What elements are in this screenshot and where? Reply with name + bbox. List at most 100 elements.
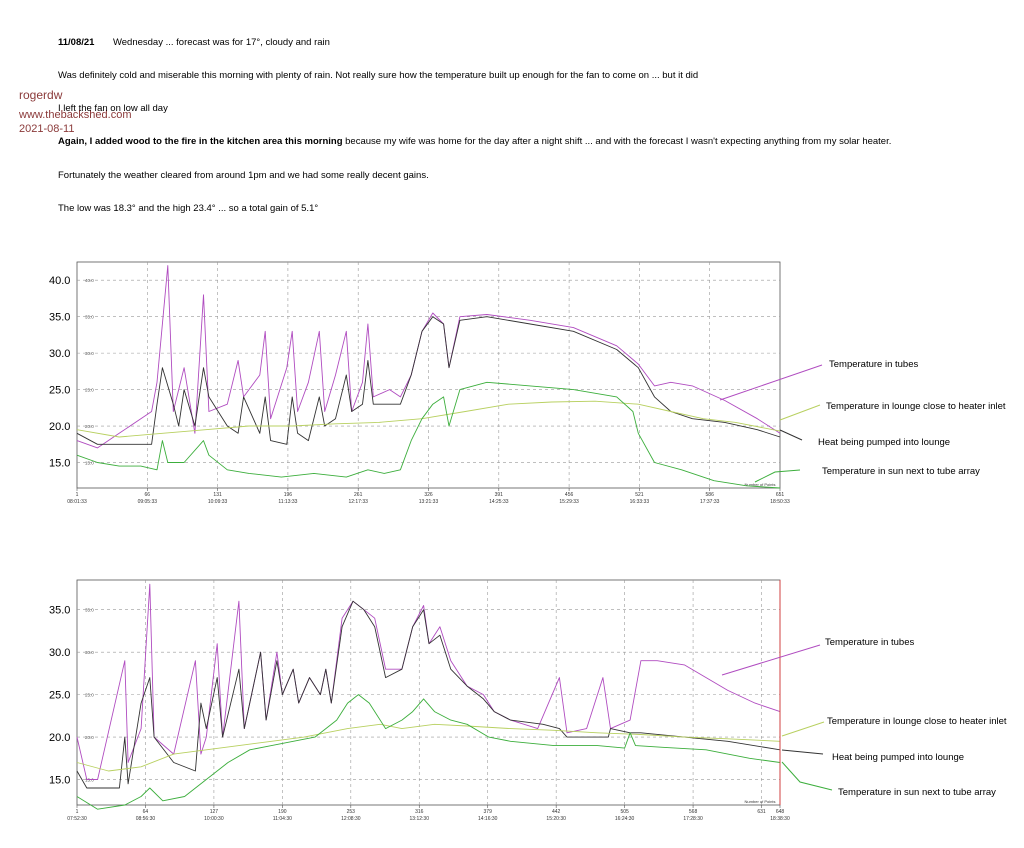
x-point-label: 196 bbox=[284, 492, 293, 498]
x-point-label: 651 bbox=[776, 492, 785, 498]
y-tick-label: 20.0 bbox=[49, 421, 70, 433]
x-point-label: 586 bbox=[706, 492, 715, 498]
chart-2: 35.0 35.0 30.0 30.0 25.0 25.0 20.0 20.0 15.0 15.0… bbox=[49, 579, 1007, 822]
x-time-label: 07:52:30 bbox=[67, 816, 87, 822]
annotation-label-lounge: Temperature in lounge close to heater in… bbox=[826, 401, 1006, 412]
x-time-label: 15:20:30 bbox=[546, 816, 566, 822]
x-time-label: 16:33:33 bbox=[630, 499, 650, 505]
watermark-date: 2021-08-11 bbox=[19, 123, 75, 135]
x-point-label: 456 bbox=[565, 492, 574, 498]
x-axis-note: Number of Points bbox=[745, 799, 776, 804]
y-tick-label-small: 20.0 bbox=[85, 424, 94, 429]
y-tick-label-small: 35.0 bbox=[85, 608, 94, 613]
paragraph-3-bold: Again, I added wood to the fire in the k… bbox=[58, 136, 343, 147]
x-point-label: 1 bbox=[76, 809, 79, 815]
annotation-label-tubes: Temperature in tubes bbox=[829, 359, 918, 370]
annotation-leader-heat bbox=[781, 749, 824, 755]
y-tick-label: 40.0 bbox=[49, 275, 70, 287]
x-time-label: 17:37:33 bbox=[700, 499, 720, 505]
paragraph-3-rest: because my wife was home for the day aft… bbox=[342, 136, 892, 147]
entry-forecast: Wednesday ... forecast was for 17°, clou… bbox=[112, 37, 330, 48]
x-point-label: 631 bbox=[757, 809, 766, 815]
y-tick-label: 35.0 bbox=[49, 605, 70, 617]
x-time-label: 18:38:30 bbox=[770, 816, 790, 822]
annotation-leader-lounge bbox=[781, 721, 825, 737]
x-point-label: 648 bbox=[776, 809, 785, 815]
x-point-label: 131 bbox=[213, 492, 222, 498]
y-tick-label-small: 30.0 bbox=[85, 351, 94, 356]
y-tick-label-small: 15.0 bbox=[85, 460, 94, 465]
paragraph-3: Again, I added wood to the fire in the k… bbox=[58, 136, 891, 148]
x-point-label: 1 bbox=[76, 492, 79, 498]
x-time-label: 12:08:30 bbox=[341, 816, 361, 822]
y-tick-label-small: 15.0 bbox=[85, 778, 94, 783]
x-time-label: 17:28:30 bbox=[683, 816, 703, 822]
chart-1: 40.0 40.0 35.0 35.0 30.0 30.0 25.0 25.0 20.0 20.0… bbox=[49, 261, 1006, 505]
annotation-leader-sun bbox=[754, 469, 801, 483]
paragraph-2: I left the fan on low all day bbox=[58, 103, 168, 114]
y-tick-label: 15.0 bbox=[49, 775, 70, 787]
x-point-label: 379 bbox=[484, 809, 493, 815]
y-tick-label: 30.0 bbox=[49, 647, 70, 659]
y-tick-label: 35.0 bbox=[49, 312, 70, 324]
x-time-label: 12:17:33 bbox=[348, 499, 368, 505]
x-point-label: 521 bbox=[635, 492, 644, 498]
watermark-user: rogerdw bbox=[19, 88, 63, 102]
x-time-label: 14:25:33 bbox=[489, 499, 509, 505]
annotation-label-lounge: Temperature in lounge close to heater in… bbox=[827, 716, 1007, 727]
watermark-site: www.thebackshed.com bbox=[19, 109, 132, 121]
x-time-label: 08:56:30 bbox=[136, 816, 156, 822]
x-point-label: 261 bbox=[354, 492, 363, 498]
x-point-label: 326 bbox=[424, 492, 433, 498]
entry-date: 11/08/21 bbox=[58, 37, 95, 48]
annotation-leader-tubes bbox=[721, 644, 821, 676]
x-point-label: 316 bbox=[415, 809, 424, 815]
y-tick-label: 30.0 bbox=[49, 348, 70, 360]
paragraph-1: Was definitely cold and miserable this m… bbox=[58, 70, 699, 81]
x-time-label: 10:09:33 bbox=[208, 499, 228, 505]
x-point-label: 505 bbox=[620, 809, 629, 815]
x-time-label: 14:16:30 bbox=[478, 816, 498, 822]
x-point-label: 253 bbox=[347, 809, 356, 815]
series-line-sun bbox=[76, 381, 781, 489]
y-tick-label-small: 30.0 bbox=[85, 650, 94, 655]
x-point-label: 391 bbox=[495, 492, 504, 498]
series-line-tubes bbox=[76, 265, 781, 449]
annotation-leader-heat bbox=[779, 429, 803, 441]
x-point-label: 66 bbox=[145, 492, 151, 498]
series-line-lounge bbox=[76, 723, 781, 772]
annotation-label-sun: Temperature in sun next to tube array bbox=[822, 466, 980, 477]
annotation-leader-lounge bbox=[779, 404, 821, 421]
x-axis-note: Number of Points bbox=[745, 482, 776, 487]
series-line-heat bbox=[76, 600, 781, 789]
plot-area bbox=[76, 579, 781, 806]
x-time-label: 15:29:33 bbox=[559, 499, 579, 505]
paragraph-4: Fortunately the weather cleared from aro… bbox=[58, 170, 429, 181]
paragraph-5: The low was 18.3° and the high 23.4° ...… bbox=[58, 203, 319, 214]
x-time-label: 18:50:33 bbox=[770, 499, 790, 505]
x-point-label: 190 bbox=[278, 809, 287, 815]
annotation-label-heat: Heat being pumped into lounge bbox=[818, 437, 950, 448]
annotation-leader-sun bbox=[781, 761, 833, 791]
y-tick-label: 15.0 bbox=[49, 457, 70, 469]
y-tick-label-small: 20.0 bbox=[85, 735, 94, 740]
x-time-label: 11:04:30 bbox=[273, 816, 292, 822]
x-time-label: 16:24:30 bbox=[615, 816, 635, 822]
x-time-label: 09:05:33 bbox=[138, 499, 158, 505]
x-time-label: 11:13:33 bbox=[278, 499, 297, 505]
annotation-label-heat: Heat being pumped into lounge bbox=[832, 752, 964, 763]
x-point-label: 127 bbox=[210, 809, 219, 815]
x-time-label: 08:01:33 bbox=[67, 499, 87, 505]
x-time-label: 13:12:30 bbox=[410, 816, 430, 822]
y-tick-label-small: 40.0 bbox=[85, 278, 94, 283]
x-time-label: 13:21:33 bbox=[419, 499, 439, 505]
entry-header: 11/08/21 Wednesday ... forecast was for … bbox=[58, 37, 330, 49]
x-point-label: 568 bbox=[689, 809, 698, 815]
series-line-lounge bbox=[76, 400, 781, 438]
y-tick-label-small: 25.0 bbox=[85, 388, 94, 393]
x-time-label: 10:00:30 bbox=[204, 816, 224, 822]
annotation-label-sun: Temperature in sun next to tube array bbox=[838, 787, 996, 798]
x-point-label: 442 bbox=[552, 809, 561, 815]
series-line-heat bbox=[76, 316, 781, 445]
